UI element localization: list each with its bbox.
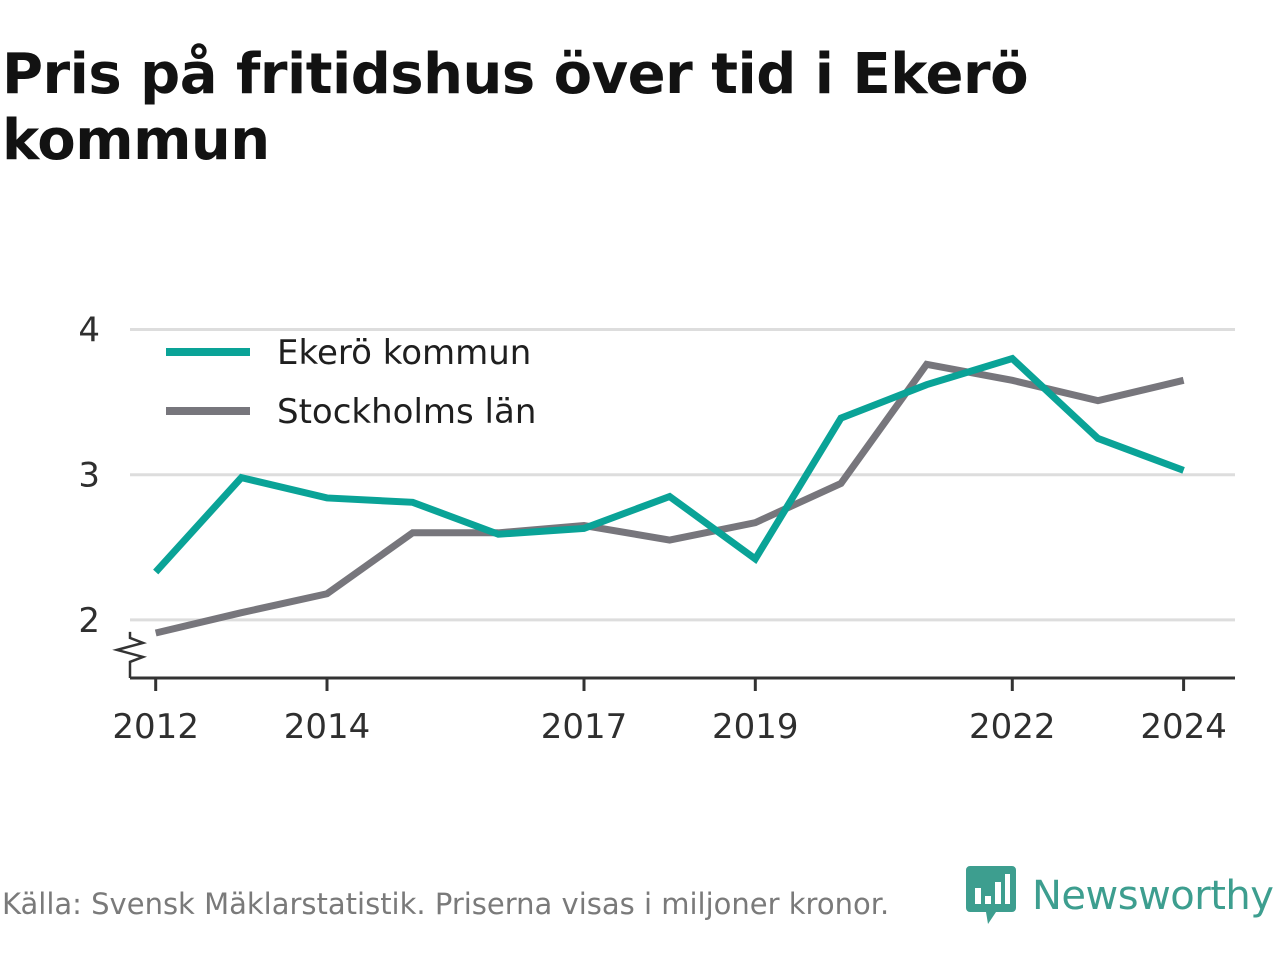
x-tick-label-2012: 2012	[112, 707, 199, 747]
x-tick-label-2022: 2022	[969, 707, 1056, 747]
chart-title: Pris på fritidshus över tid i Ekerö komm…	[2, 42, 1029, 173]
y-tick-label-2: 2	[78, 601, 100, 641]
brand-logo: Newsworthy	[966, 866, 1274, 926]
x-tick-label-2014: 2014	[284, 707, 371, 747]
tick-labels: 2 3 4 2012 2014 2017 2019 2022 2024	[78, 311, 1227, 747]
x-tick-label-2017: 2017	[541, 707, 628, 747]
y-tick-label-4: 4	[78, 311, 100, 351]
legend-label-0: Ekerö kommun	[277, 333, 531, 373]
x-tick-label-2019: 2019	[712, 707, 799, 747]
y-tick-label-3: 3	[78, 456, 100, 496]
legend-label-1: Stockholms län	[277, 392, 536, 432]
series-line-0	[153, 354, 1185, 575]
series-line-1	[154, 360, 1185, 637]
axes	[112, 631, 1235, 691]
bar-chart-speech-bubble-icon	[966, 866, 1016, 924]
x-tick-label-2024: 2024	[1140, 707, 1227, 747]
source-note: Källa: Svensk Mäklarstatistik. Priserna …	[2, 887, 890, 921]
grid-lines	[130, 328, 1235, 622]
series-lines	[153, 354, 1185, 637]
legend: Ekerö kommun Stockholms län	[150, 333, 580, 446]
y-axis-break	[112, 631, 148, 678]
brand-name: Newsworthy	[1032, 873, 1274, 919]
